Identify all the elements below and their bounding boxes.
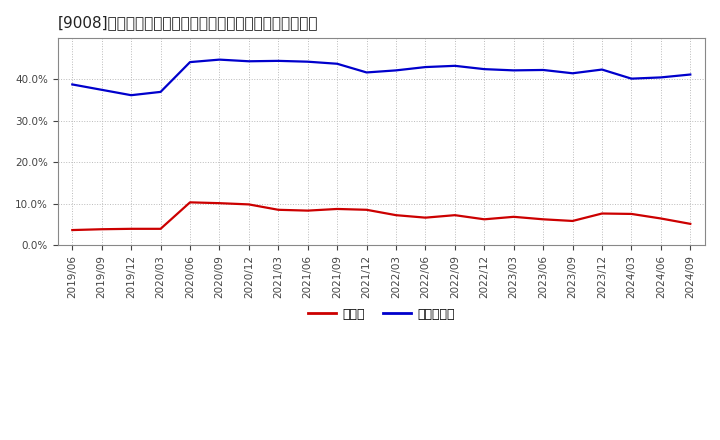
現預金	[362, 207, 371, 213]
有利子負債	[333, 61, 341, 66]
現預金	[657, 216, 665, 221]
現預金	[421, 215, 430, 220]
現預金	[451, 213, 459, 218]
有利子負債	[598, 67, 606, 72]
現預金	[627, 211, 636, 216]
現預金	[274, 207, 283, 213]
現預金	[392, 213, 400, 218]
有利子負債	[539, 67, 547, 73]
Line: 有利子負債: 有利子負債	[72, 60, 690, 95]
現預金	[510, 214, 518, 220]
現預金	[156, 226, 165, 231]
現預金	[215, 201, 224, 206]
有利子負債	[362, 70, 371, 75]
有利子負債	[451, 63, 459, 69]
現預金	[568, 218, 577, 224]
有利子負債	[245, 59, 253, 64]
有利子負債	[480, 66, 489, 72]
有利子負債	[186, 59, 194, 65]
有利子負債	[421, 64, 430, 70]
有利子負債	[97, 87, 106, 92]
現預金	[303, 208, 312, 213]
有利子負債	[68, 82, 76, 87]
現預金	[686, 221, 695, 227]
有利子負債	[627, 76, 636, 81]
現預金	[333, 206, 341, 212]
有利子負債	[303, 59, 312, 64]
有利子負債	[274, 58, 283, 63]
有利子負債	[215, 57, 224, 62]
現預金	[97, 227, 106, 232]
現預金	[245, 202, 253, 207]
現預金	[480, 216, 489, 222]
現預金	[539, 216, 547, 222]
現預金	[127, 226, 135, 231]
有利子負債	[510, 68, 518, 73]
Line: 現預金: 現預金	[72, 202, 690, 230]
Text: [9008]　現預金、有利子負債の総資産に対する比率の推移: [9008] 現預金、有利子負債の総資産に対する比率の推移	[58, 15, 318, 30]
有利子負債	[686, 72, 695, 77]
有利子負債	[127, 92, 135, 98]
有利子負債	[568, 71, 577, 76]
現預金	[68, 227, 76, 233]
有利子負債	[657, 75, 665, 80]
有利子負債	[156, 89, 165, 95]
現預金	[186, 200, 194, 205]
Legend: 現預金, 有利子負債: 現預金, 有利子負債	[303, 303, 459, 326]
現預金	[598, 211, 606, 216]
有利子負債	[392, 68, 400, 73]
